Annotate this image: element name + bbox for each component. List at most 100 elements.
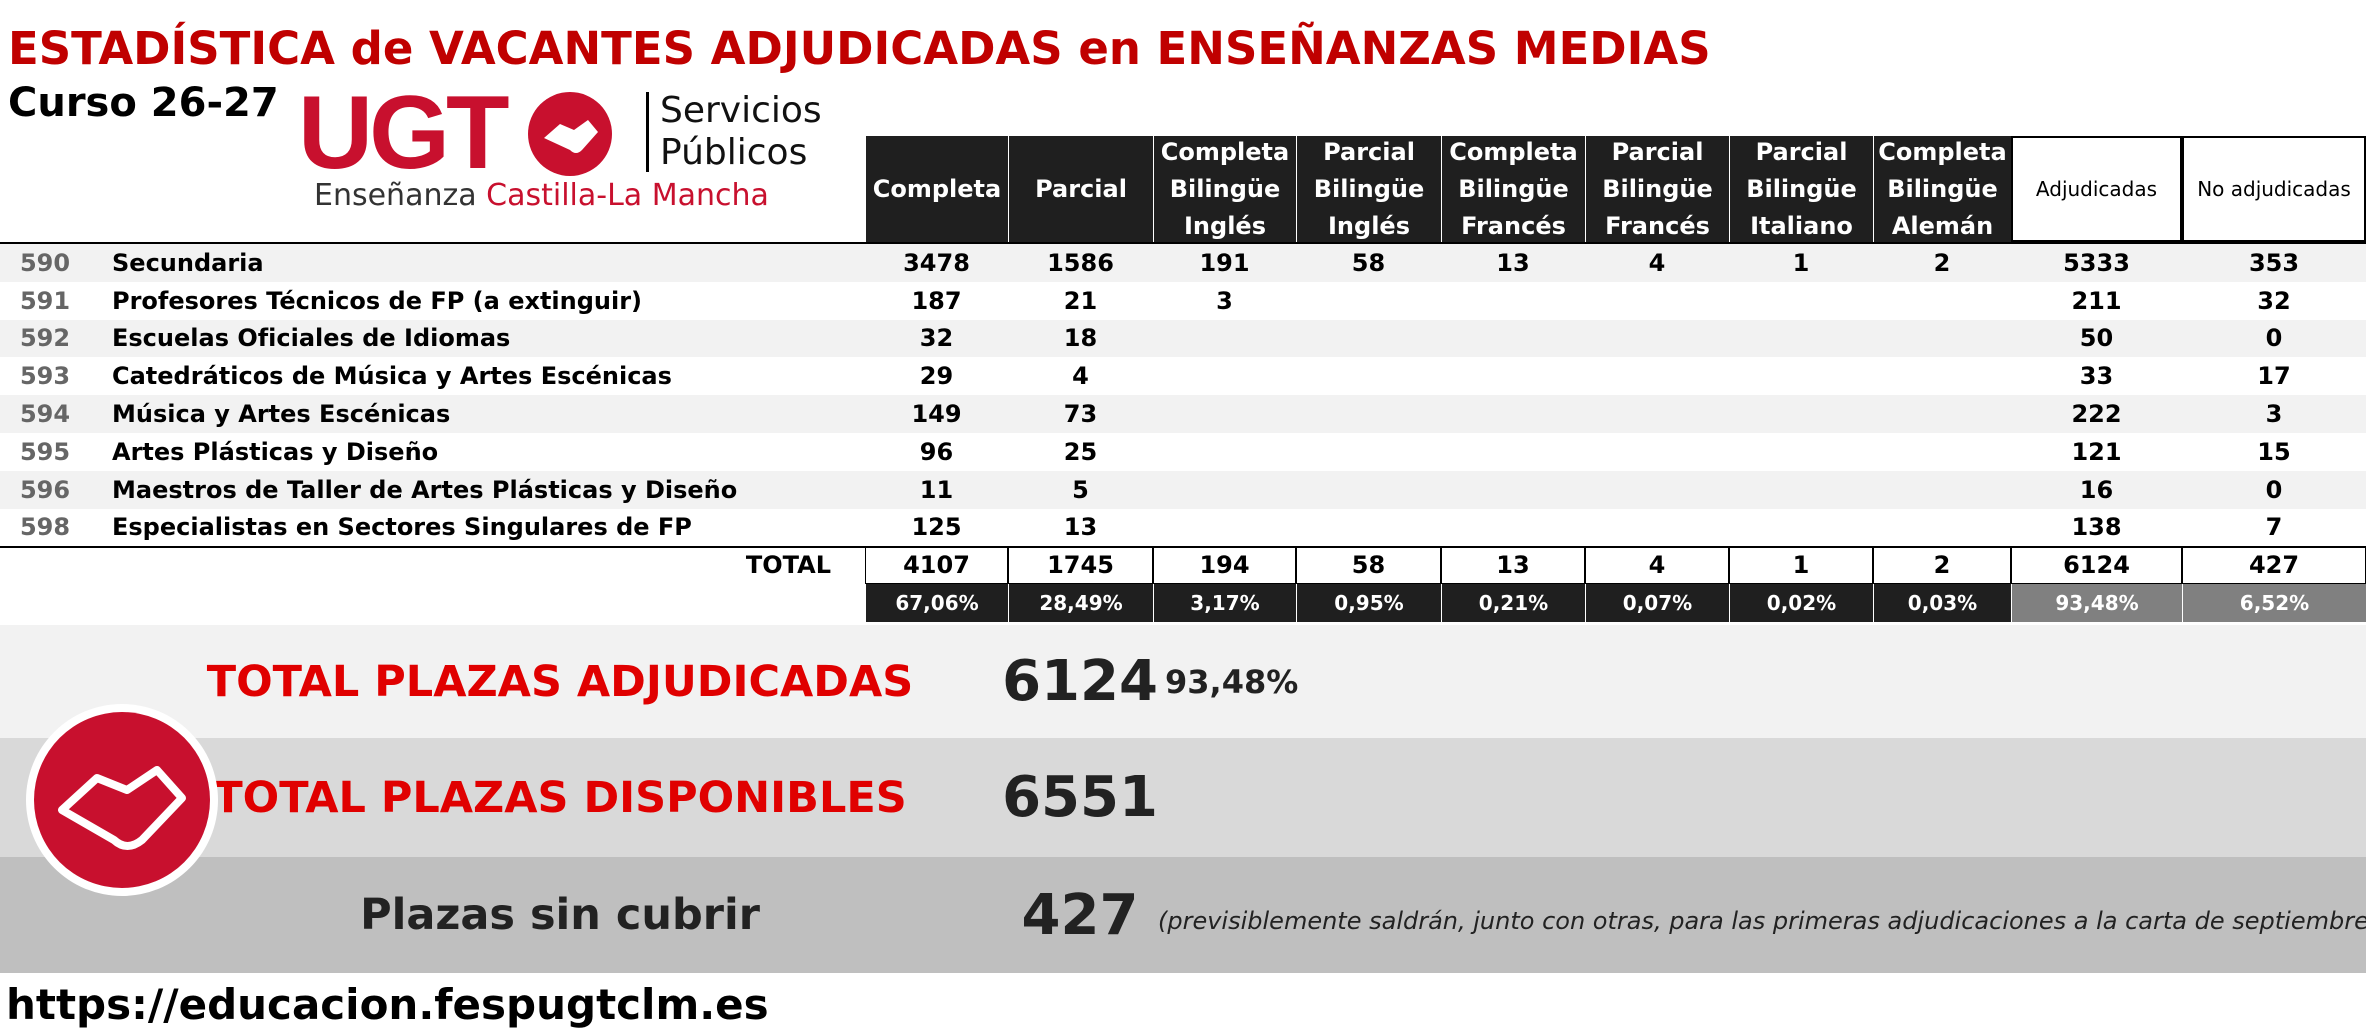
header-line: Completa bbox=[1449, 137, 1578, 166]
total-cell: 1745 bbox=[1008, 546, 1153, 585]
header-line: Inglés bbox=[1184, 211, 1266, 240]
header-line: Completa bbox=[872, 174, 1002, 203]
header-line: Adjudicadas bbox=[2035, 176, 2158, 201]
column-header: No adjudicadas bbox=[2182, 136, 2366, 242]
table-cell: 5 bbox=[1072, 475, 1089, 504]
table-cell: 25 bbox=[1063, 437, 1098, 466]
header-line: Italiano bbox=[1750, 211, 1853, 240]
column-header: Parcial Bilingüe Francés bbox=[1585, 136, 1729, 242]
table-cell: 191 bbox=[1199, 248, 1250, 277]
row-name: Especialistas en Sectores Singulares de … bbox=[112, 513, 692, 542]
percentage-cell: 28,49% bbox=[1008, 584, 1153, 622]
total-cell: 13 bbox=[1441, 546, 1585, 585]
table-cell: 1586 bbox=[1047, 248, 1114, 277]
header-line: Bilingüe bbox=[1169, 174, 1281, 203]
header-line: Inglés bbox=[1328, 211, 1410, 240]
table-cell: 187 bbox=[911, 286, 962, 315]
table-cell: 13 bbox=[1496, 248, 1530, 277]
summary-extra: 93,48% bbox=[1165, 662, 1299, 701]
header-line: Francés bbox=[1461, 211, 1566, 240]
total-cell: 1 bbox=[1729, 546, 1873, 585]
table-cell: 149 bbox=[911, 400, 962, 429]
table-row bbox=[0, 244, 2366, 282]
table-cell: 211 bbox=[2071, 286, 2122, 315]
table-cell: 21 bbox=[1063, 286, 1098, 315]
header-line: Completa bbox=[1160, 137, 1290, 166]
table-row bbox=[0, 508, 2366, 547]
header-line: Parcial bbox=[1611, 137, 1704, 166]
table-cell: 3478 bbox=[903, 248, 970, 277]
row-code: 596 bbox=[19, 475, 71, 504]
table-cell: 50 bbox=[2079, 324, 2114, 353]
table-row bbox=[0, 433, 2366, 471]
column-header: Completa Bilingüe Alemán bbox=[1873, 136, 2011, 242]
table-cell: 11 bbox=[919, 475, 954, 504]
header-line: Alemán bbox=[1891, 211, 1994, 240]
percentage-cell: 3,17% bbox=[1153, 584, 1296, 622]
row-code: 590 bbox=[19, 248, 71, 277]
table-cell: 3 bbox=[1216, 286, 1233, 315]
table-cell: 16 bbox=[2079, 475, 2114, 504]
table-cell: 33 bbox=[2079, 362, 2114, 391]
column-header: Parcial bbox=[1008, 136, 1153, 242]
logo-brand: UGT bbox=[298, 75, 510, 191]
logo-tagline1: Enseñanza bbox=[314, 178, 477, 213]
table-cell: 32 bbox=[919, 324, 954, 353]
summary-value: 427 bbox=[1021, 882, 1139, 948]
summary-label: TOTAL PLAZAS ADJUDICADAS bbox=[206, 656, 914, 707]
table-row bbox=[0, 470, 2366, 509]
total-cell: 427 bbox=[2182, 546, 2366, 585]
table-cell: 2 bbox=[1933, 248, 1951, 277]
percentage-cell: 6,52% bbox=[2182, 584, 2366, 622]
table-row bbox=[0, 319, 2366, 358]
total-cell: 194 bbox=[1153, 546, 1296, 585]
total-cell: 6124 bbox=[2011, 546, 2182, 585]
table-cell: 5333 bbox=[2063, 248, 2130, 277]
row-name: Secundaria bbox=[112, 248, 264, 277]
summary-value: 6124 bbox=[1002, 649, 1158, 714]
row-code: 592 bbox=[19, 324, 71, 353]
total-cell: 4 bbox=[1585, 546, 1729, 585]
logo: UGT Servicios Públicos Enseñanza Castill… bbox=[298, 75, 838, 217]
summary-label: TOTAL PLAZAS DISPONIBLES bbox=[213, 772, 907, 823]
table-cell: 32 bbox=[2257, 286, 2291, 315]
table-cell: 125 bbox=[911, 513, 962, 542]
table-row bbox=[0, 395, 2366, 433]
row-code: 598 bbox=[19, 513, 71, 542]
table-cell: 18 bbox=[1063, 324, 1098, 353]
column-header: Completa Bilingüe Inglés bbox=[1153, 136, 1296, 242]
percentage-cell: 93,48% bbox=[2011, 584, 2182, 622]
row-code: 593 bbox=[19, 362, 71, 391]
subtitle: Curso 26-27 bbox=[8, 80, 279, 126]
table-border bbox=[0, 546, 2366, 549]
header-line: Bilingüe bbox=[1746, 174, 1857, 203]
table-border bbox=[0, 242, 2366, 244]
header-line: Francés bbox=[1605, 211, 1710, 240]
column-header: Parcial Bilingüe Italiano bbox=[1729, 136, 1873, 242]
table-cell: 0 bbox=[2265, 324, 2283, 353]
row-name: Maestros de Taller de Artes Plásticas y … bbox=[112, 475, 738, 504]
table-cell: 1 bbox=[1792, 248, 1810, 277]
total-cell: 4107 bbox=[865, 546, 1008, 585]
table-row bbox=[0, 281, 2366, 320]
column-header: Completa bbox=[865, 136, 1008, 242]
percentage-cell: 0,21% bbox=[1441, 584, 1585, 622]
row-name: Artes Plásticas y Diseño bbox=[112, 437, 439, 466]
header-line: Parcial bbox=[1323, 137, 1415, 166]
summary-note: (previsiblemente saldrán, junto con otra… bbox=[1158, 907, 2366, 935]
row-code: 595 bbox=[19, 437, 71, 466]
percentage-cell: 0,02% bbox=[1729, 584, 1873, 622]
summary-band bbox=[0, 738, 2366, 857]
logo-emblem bbox=[528, 92, 612, 176]
row-name: Catedráticos de Música y Artes Escénicas bbox=[112, 362, 672, 391]
percentage-cell: 0,07% bbox=[1585, 584, 1729, 622]
table-cell: 138 bbox=[2071, 513, 2122, 542]
table-cell: 3 bbox=[2265, 400, 2283, 429]
row-name: Música y Artes Escénicas bbox=[112, 400, 451, 429]
total-cell: 58 bbox=[1296, 546, 1441, 585]
table-cell: 353 bbox=[2248, 248, 2300, 277]
header-line: No adjudicadas bbox=[2197, 176, 2351, 201]
header-line: Bilingüe bbox=[1313, 174, 1425, 203]
row-code: 594 bbox=[19, 400, 71, 429]
